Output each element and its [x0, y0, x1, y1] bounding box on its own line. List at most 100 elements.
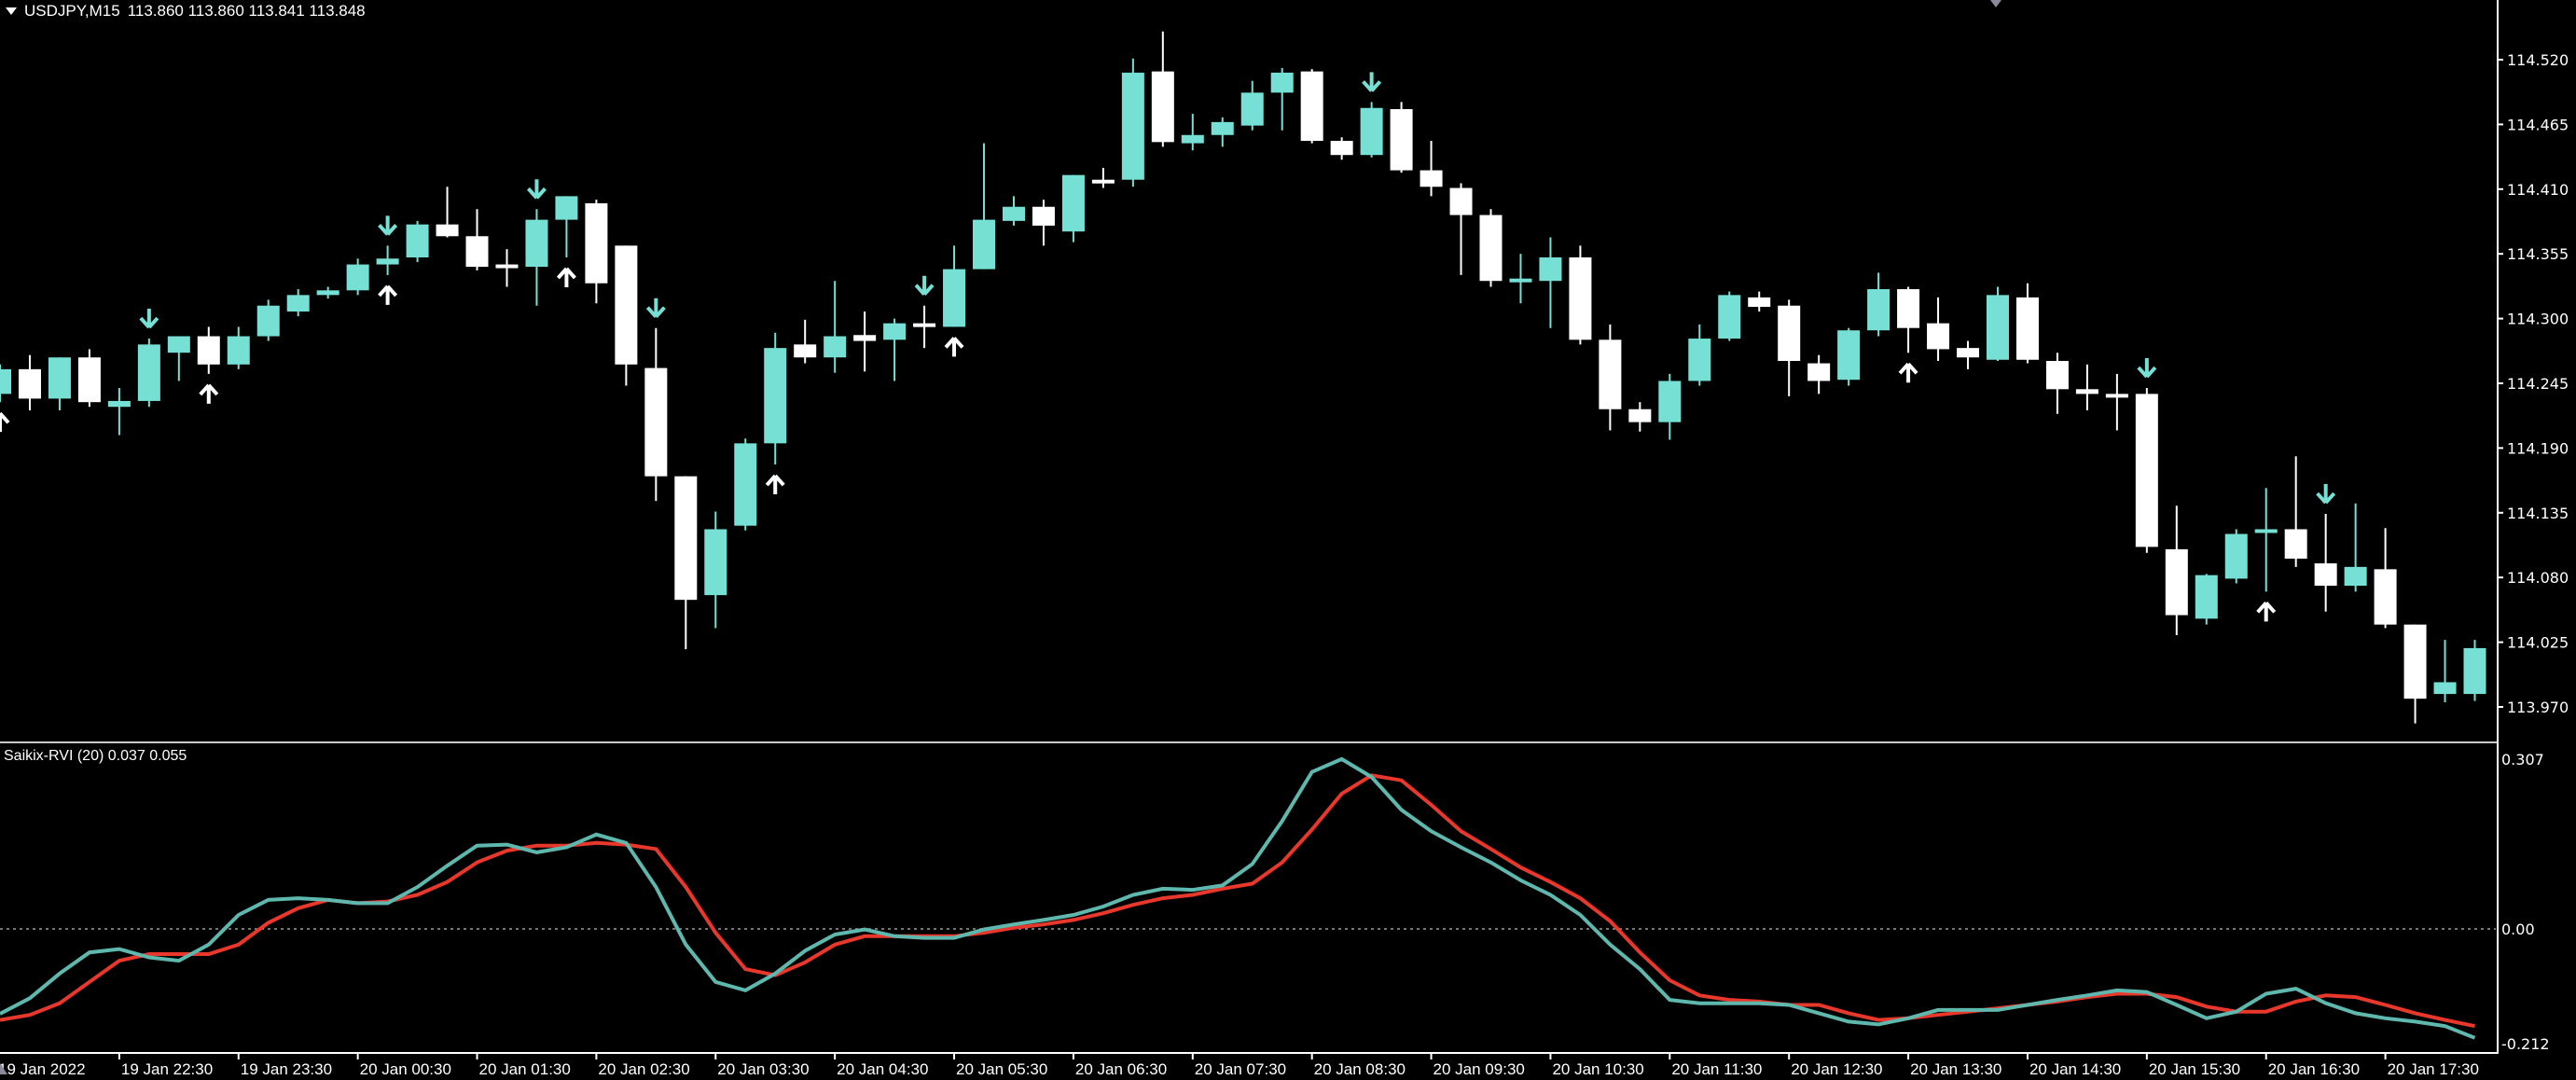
candle[interactable]	[1479, 209, 1503, 287]
candle[interactable]	[137, 339, 160, 408]
candle[interactable]	[1599, 324, 1622, 431]
candle[interactable]	[2314, 514, 2337, 612]
candle[interactable]	[77, 349, 101, 408]
price-axis[interactable]: 114.520 114.465 114.410 114.355 114.300 114.2…	[2498, 51, 2569, 716]
candle[interactable]	[376, 245, 399, 275]
candle[interactable]	[1270, 67, 1294, 131]
candle[interactable]	[1927, 297, 1950, 362]
candle[interactable]	[227, 326, 250, 369]
candle[interactable]	[48, 357, 71, 411]
candle[interactable]	[495, 249, 519, 287]
candle[interactable]	[615, 245, 638, 386]
candle[interactable]	[2015, 283, 2039, 364]
candle[interactable]	[1420, 141, 1443, 197]
candle[interactable]	[1897, 286, 1920, 353]
candle[interactable]	[197, 326, 220, 374]
candle[interactable]	[1807, 354, 1831, 395]
symbol-timeframe: USDJPY,M15	[24, 2, 120, 20]
candle[interactable]	[1509, 254, 1532, 304]
candle[interactable]	[1539, 237, 1562, 328]
candle[interactable]	[1449, 183, 1473, 275]
candle[interactable]	[1330, 137, 1353, 160]
candle[interactable]	[555, 196, 578, 257]
candle[interactable]	[316, 286, 339, 299]
candle[interactable]	[436, 187, 459, 238]
candle[interactable]	[1778, 299, 1801, 396]
candle[interactable]	[853, 312, 877, 372]
candle[interactable]	[824, 281, 847, 373]
candle-body-bull	[1121, 72, 1144, 180]
candle[interactable]	[1957, 340, 1980, 369]
candle[interactable]	[734, 438, 757, 531]
collapse-triangle-icon[interactable]	[6, 7, 17, 15]
candle[interactable]	[764, 332, 787, 465]
candle[interactable]	[883, 318, 907, 381]
candle[interactable]	[2224, 529, 2248, 584]
candle[interactable]	[1628, 402, 1652, 432]
scroll-marker-icon[interactable]	[0, 1063, 7, 1074]
candle[interactable]	[2433, 640, 2457, 702]
candle[interactable]	[2195, 574, 2218, 625]
candle-body-bull	[256, 305, 280, 337]
candle[interactable]	[346, 258, 369, 296]
time-label: 20 Jan 08:30	[1314, 1060, 1406, 1078]
candle[interactable]	[2105, 373, 2128, 431]
candle[interactable]	[1718, 291, 1741, 341]
candle[interactable]	[644, 327, 668, 502]
candle[interactable]	[2075, 364, 2098, 411]
candle[interactable]	[107, 388, 131, 436]
time-label: 20 Jan 17:30	[2388, 1060, 2479, 1078]
candle[interactable]	[585, 200, 608, 304]
price-label: 114.080	[2507, 569, 2569, 587]
candle-body-bear	[465, 236, 489, 268]
candle[interactable]	[1181, 114, 1204, 151]
candle[interactable]	[2284, 456, 2307, 567]
candle[interactable]	[525, 209, 548, 306]
candle[interactable]	[1390, 102, 1413, 173]
indicator-axis[interactable]: 0.307 0.00 -0.212	[2501, 751, 2550, 1053]
candle[interactable]	[1121, 58, 1144, 187]
candle[interactable]	[2344, 503, 2367, 592]
candle[interactable]	[674, 476, 698, 650]
candle[interactable]	[2403, 624, 2427, 724]
candle[interactable]	[1061, 174, 1085, 242]
candle[interactable]	[973, 143, 996, 270]
candle[interactable]	[1986, 286, 2009, 362]
time-axis[interactable]: 19 Jan 2022 19 Jan 22:30 19 Jan 23:30 20 Ja…	[0, 1053, 2479, 1078]
candle[interactable]	[1569, 245, 1592, 345]
candle[interactable]	[1032, 200, 1055, 246]
candle[interactable]	[256, 299, 280, 341]
candle[interactable]	[943, 245, 966, 327]
time-label: 20 Jan 04:30	[837, 1060, 928, 1078]
candle[interactable]	[1002, 196, 1025, 226]
candle[interactable]	[1151, 31, 1174, 147]
indicator-axis-label: 0.307	[2501, 751, 2544, 768]
candle[interactable]	[2045, 353, 2069, 414]
candle[interactable]	[2254, 488, 2278, 592]
candle[interactable]	[1837, 327, 1861, 386]
candle[interactable]	[0, 364, 11, 403]
candle[interactable]	[167, 336, 190, 381]
candle[interactable]	[704, 511, 727, 629]
chart-shift-marker-icon[interactable]	[1990, 0, 2001, 7]
candle[interactable]	[2463, 640, 2486, 701]
candle[interactable]	[2135, 388, 2158, 553]
candle[interactable]	[286, 289, 310, 317]
candle[interactable]	[913, 305, 936, 349]
candle[interactable]	[1211, 117, 1234, 147]
candle[interactable]	[794, 319, 817, 364]
candle[interactable]	[18, 354, 41, 411]
candle[interactable]	[1688, 324, 1711, 386]
candle[interactable]	[1658, 373, 1682, 440]
candle[interactable]	[1360, 102, 1383, 158]
candle[interactable]	[2165, 505, 2188, 636]
candle[interactable]	[406, 220, 429, 263]
candle[interactable]	[2374, 528, 2397, 629]
candle[interactable]	[1240, 80, 1264, 131]
candle[interactable]	[1867, 272, 1890, 337]
candle[interactable]	[465, 209, 489, 270]
candle[interactable]	[1091, 168, 1115, 188]
candle[interactable]	[1748, 291, 1771, 312]
candle[interactable]	[1300, 69, 1323, 144]
